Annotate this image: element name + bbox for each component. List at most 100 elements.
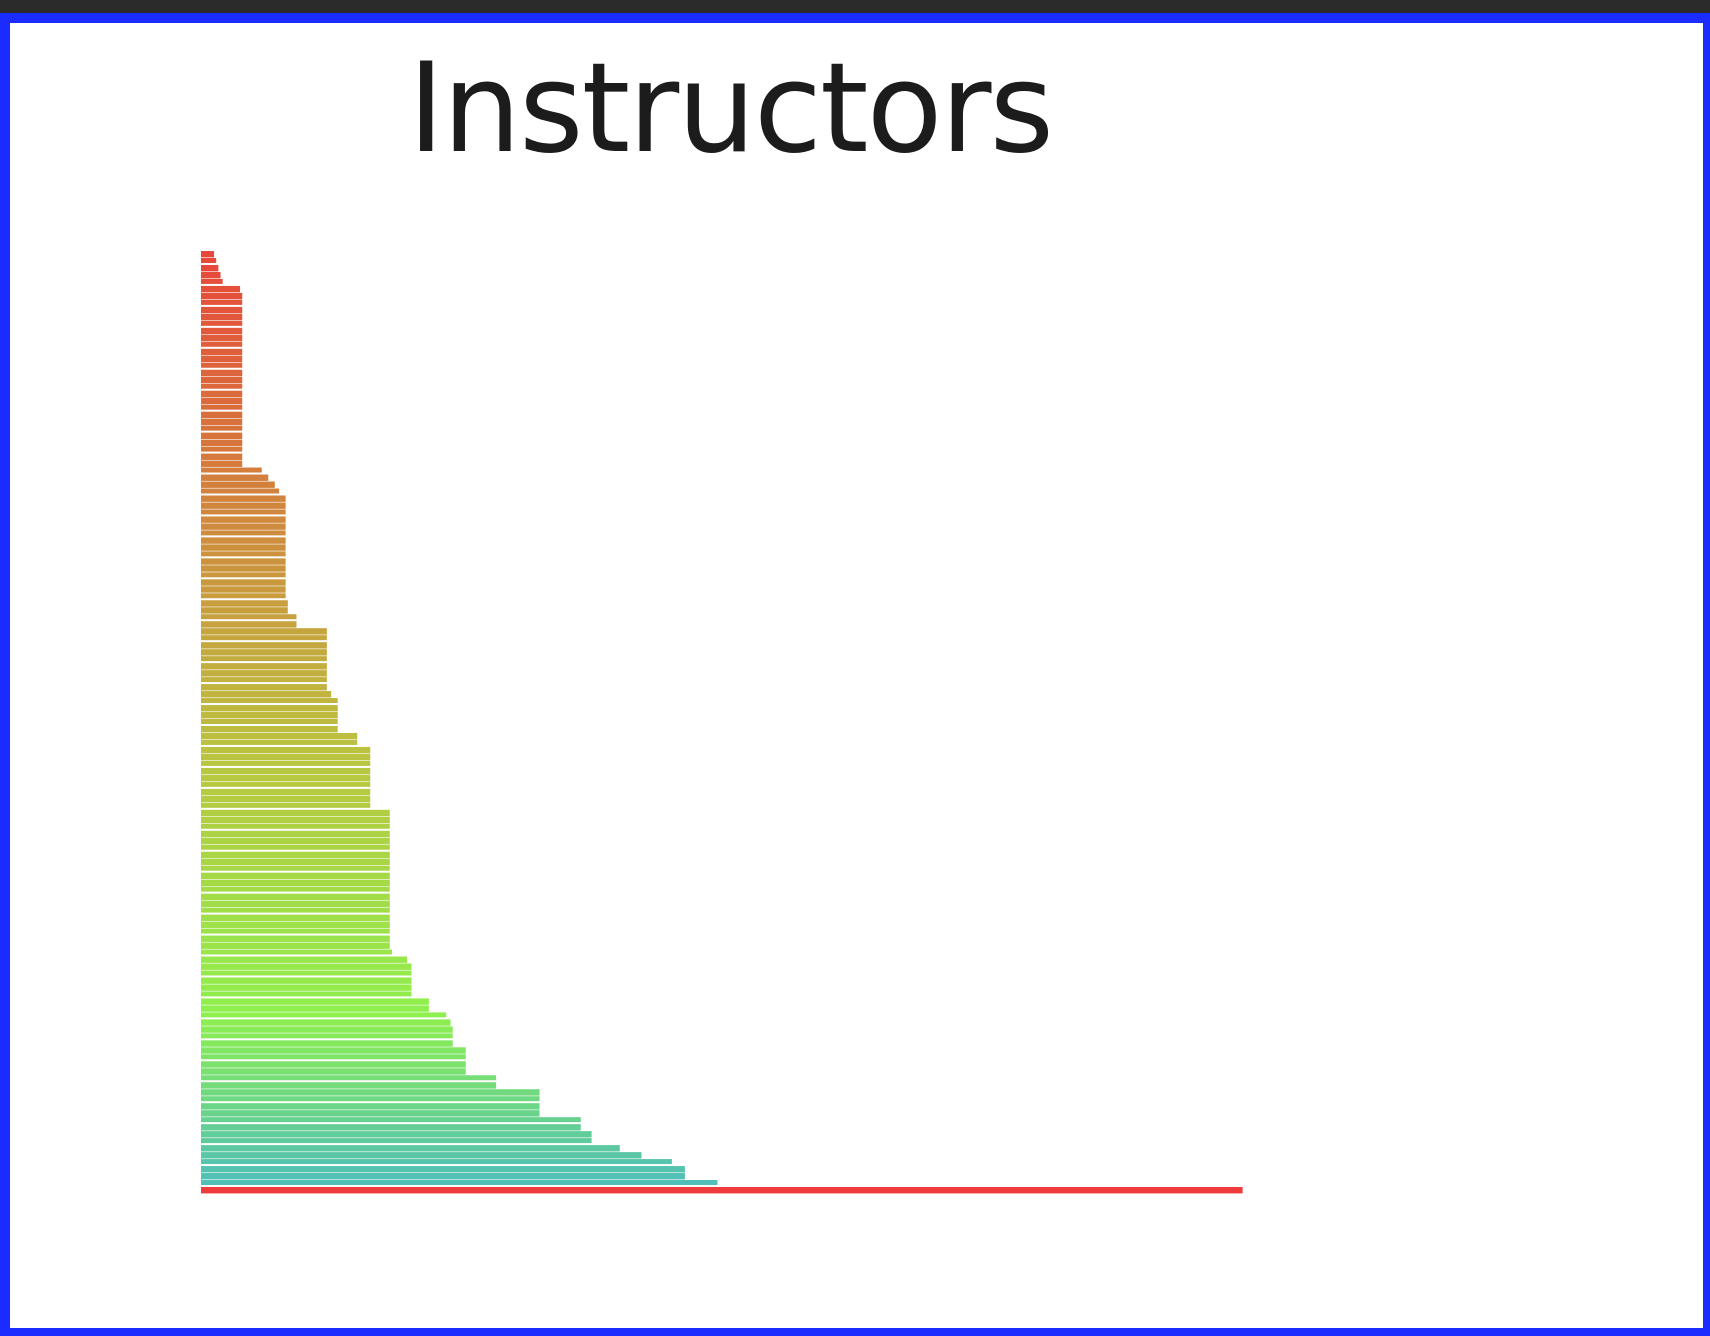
bar-85: [201, 844, 390, 850]
bar-125: [201, 1124, 581, 1131]
bar-49: [201, 593, 286, 599]
bar-91: [201, 886, 390, 892]
bar-63: [201, 691, 332, 698]
bar-114: [201, 1047, 466, 1054]
bar-124: [201, 1117, 581, 1123]
bar-66: [201, 712, 338, 719]
bar-27: [201, 439, 243, 446]
bar-17: [201, 369, 243, 377]
bar-25: [201, 425, 243, 431]
bar-19: [201, 383, 243, 389]
bar-93: [201, 900, 390, 908]
bar-73: [201, 760, 371, 766]
bar-57: [201, 649, 327, 656]
bar-35: [201, 495, 286, 502]
bar-89: [201, 872, 390, 880]
bar-6: [201, 292, 243, 300]
bar-29: [201, 453, 243, 460]
bar-26: [201, 432, 243, 439]
bar-18: [201, 376, 243, 384]
bar-134: [201, 1187, 1243, 1194]
bar-38: [201, 516, 286, 523]
bar-1: [201, 257, 217, 263]
bar-3: [201, 271, 221, 279]
bar-23: [201, 411, 243, 419]
bar-101: [201, 956, 408, 963]
bar-129: [201, 1152, 642, 1159]
bar-102: [201, 963, 412, 970]
bar-33: [201, 481, 275, 488]
bar-96: [201, 921, 390, 928]
bar-72: [201, 753, 371, 761]
bar-chart: [201, 251, 1243, 1194]
bar-64: [201, 698, 338, 704]
bar-46: [201, 572, 286, 578]
bar-80: [201, 809, 390, 817]
bar-122: [201, 1103, 540, 1110]
bar-119: [201, 1082, 497, 1089]
bar-78: [201, 795, 371, 803]
bar-116: [201, 1061, 466, 1068]
bar-14: [201, 348, 243, 356]
bar-103: [201, 970, 412, 976]
bar-41: [201, 537, 286, 544]
bar-52: [201, 614, 297, 620]
bar-86: [201, 851, 390, 859]
bar-0: [201, 251, 215, 258]
bar-76: [201, 781, 371, 787]
bar-71: [201, 746, 371, 754]
bar-106: [201, 991, 412, 997]
bar-39: [201, 523, 286, 530]
bar-34: [201, 488, 280, 494]
bar-105: [201, 984, 412, 991]
bar-60: [201, 670, 327, 677]
bar-65: [201, 705, 338, 712]
bar-50: [201, 600, 288, 607]
bar-81: [201, 816, 390, 824]
bar-118: [201, 1075, 497, 1081]
bar-69: [201, 732, 358, 740]
bar-32: [201, 474, 269, 481]
bar-7: [201, 299, 243, 305]
bar-36: [201, 502, 286, 509]
bar-53: [201, 621, 297, 628]
bar-74: [201, 767, 371, 775]
bar-126: [201, 1131, 592, 1138]
bar-128: [201, 1145, 620, 1152]
chart-title: Instructors: [407, 37, 1054, 181]
bar-110: [201, 1019, 451, 1026]
bar-31: [201, 467, 262, 473]
bar-98: [201, 935, 390, 942]
bar-58: [201, 656, 327, 662]
bar-130: [201, 1159, 672, 1165]
bar-68: [201, 725, 338, 733]
bar-30: [201, 460, 243, 467]
bar-10: [201, 320, 243, 326]
bar-99: [201, 942, 390, 949]
bar-109: [201, 1012, 447, 1018]
bar-12: [201, 334, 243, 342]
bar-5: [201, 285, 241, 293]
bar-51: [201, 607, 288, 614]
bar-95: [201, 914, 390, 921]
bar-108: [201, 1005, 429, 1012]
bar-54: [201, 628, 327, 635]
bar-87: [201, 858, 390, 866]
bar-56: [201, 642, 327, 649]
bar-70: [201, 739, 358, 745]
bar-88: [201, 865, 390, 871]
bar-44: [201, 558, 286, 565]
bar-67: [201, 719, 338, 724]
bar-131: [201, 1166, 685, 1173]
bar-121: [201, 1096, 540, 1102]
bar-115: [201, 1054, 466, 1060]
bar-62: [201, 684, 327, 691]
bar-45: [201, 565, 286, 572]
bar-24: [201, 418, 243, 426]
bar-84: [201, 837, 390, 845]
bar-20: [201, 390, 243, 398]
bar-79: [201, 802, 371, 808]
bar-113: [201, 1040, 453, 1047]
bar-104: [201, 977, 412, 984]
bar-28: [201, 446, 243, 452]
